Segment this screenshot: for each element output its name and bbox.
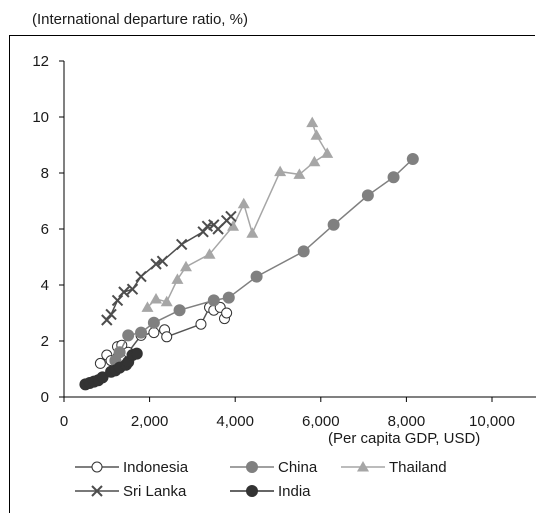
data-point-thailand	[293, 168, 306, 179]
data-point-thailand	[237, 197, 250, 209]
y-tick-label: 12	[32, 53, 49, 70]
legend-item-sri-lanka: Sri Lanka	[75, 483, 187, 500]
data-point-indonesia	[161, 331, 173, 343]
series-india	[79, 347, 143, 391]
data-point-china	[387, 171, 400, 184]
x-tick-label: 0	[60, 413, 68, 430]
data-point-sri-lanka	[118, 286, 130, 298]
data-point-china	[406, 153, 419, 165]
data-point-thailand	[246, 227, 259, 238]
data-point-sri-lanka	[225, 210, 237, 223]
data-point-india	[130, 347, 143, 360]
x-tick-label: 10,000	[469, 413, 515, 430]
y-tick-label: 4	[41, 277, 49, 294]
data-point-china	[173, 304, 186, 317]
legend-label-china: China	[278, 459, 318, 476]
data-point-sri-lanka	[135, 270, 147, 283]
data-point-china	[222, 291, 235, 304]
series-sri-lanka	[101, 210, 237, 326]
data-point-sri-lanka	[150, 258, 162, 270]
legend-item-thailand: Thailand	[341, 459, 447, 476]
data-point-china	[361, 189, 374, 202]
data-point-china	[207, 294, 220, 307]
data-point-thailand	[150, 293, 163, 304]
x-tick-label: 6,000	[302, 413, 340, 430]
data-point-sri-lanka	[156, 255, 169, 267]
data-point-sri-lanka	[126, 283, 139, 295]
data-point-sri-lanka	[111, 294, 124, 307]
legend-label-india: India	[278, 483, 311, 500]
legend-marker-sri-lanka	[91, 485, 103, 497]
data-point-thailand	[227, 220, 240, 231]
data-point-china	[297, 245, 310, 258]
data-point-china	[122, 329, 135, 342]
data-point-thailand	[203, 248, 216, 259]
legend-marker-thailand	[357, 461, 369, 472]
legend-marker-india	[246, 485, 258, 497]
data-point-china	[113, 346, 126, 359]
legend-item-indonesia: Indonesia	[75, 459, 189, 476]
legend-marker-indonesia	[91, 461, 103, 473]
x-tick-label: 8,000	[388, 413, 426, 430]
x-tick-label: 2,000	[131, 413, 169, 430]
legend-item-china: China	[230, 459, 318, 476]
y-axis-label: (International departure ratio, %)	[32, 11, 248, 28]
data-point-china	[250, 270, 263, 283]
data-point-indonesia	[148, 327, 160, 339]
y-tick-label: 0	[41, 389, 49, 406]
x-tick-label: 4,000	[216, 413, 254, 430]
x-axis-label: (Per capita GDP, USD)	[328, 430, 481, 447]
series-layer	[79, 116, 419, 391]
data-point-indonesia	[221, 307, 233, 319]
data-point-thailand	[171, 273, 184, 284]
data-point-thailand	[308, 155, 321, 167]
legend-item-india: India	[230, 483, 311, 500]
y-tick-label: 6	[41, 221, 49, 238]
legend-label-indonesia: Indonesia	[123, 459, 189, 476]
data-point-sri-lanka	[212, 223, 224, 235]
legend-label-sri-lanka: Sri Lanka	[123, 483, 187, 500]
data-point-china	[147, 316, 160, 329]
data-point-thailand	[321, 147, 334, 158]
data-point-thailand	[179, 260, 192, 272]
series-thailand	[141, 116, 334, 312]
data-point-indonesia	[195, 318, 207, 330]
data-point-china	[327, 218, 340, 231]
y-tick-label: 10	[32, 109, 49, 126]
data-point-sri-lanka	[175, 238, 188, 251]
chart-frame	[9, 35, 535, 513]
y-ticks: 0 2 4 6 8 10 12	[32, 53, 64, 406]
x-ticks: 0 2,000 4,000 6,000 8,000 10,000	[60, 397, 515, 430]
series-china	[109, 153, 419, 367]
legend-marker-china	[246, 461, 258, 473]
data-point-thailand	[274, 165, 287, 177]
y-tick-label: 8	[41, 165, 49, 182]
data-point-thailand	[160, 295, 173, 307]
legend-label-thailand: Thailand	[389, 459, 447, 476]
data-point-china	[135, 326, 148, 339]
legend: Indonesia China Thailand Sri Lanka India	[75, 459, 447, 500]
data-point-thailand	[141, 301, 154, 312]
data-point-thailand	[310, 129, 323, 140]
data-point-thailand	[306, 116, 319, 128]
y-tick-label: 2	[41, 333, 49, 350]
data-point-india	[96, 371, 109, 384]
data-point-indonesia	[94, 357, 106, 369]
data-point-sri-lanka	[105, 308, 117, 321]
